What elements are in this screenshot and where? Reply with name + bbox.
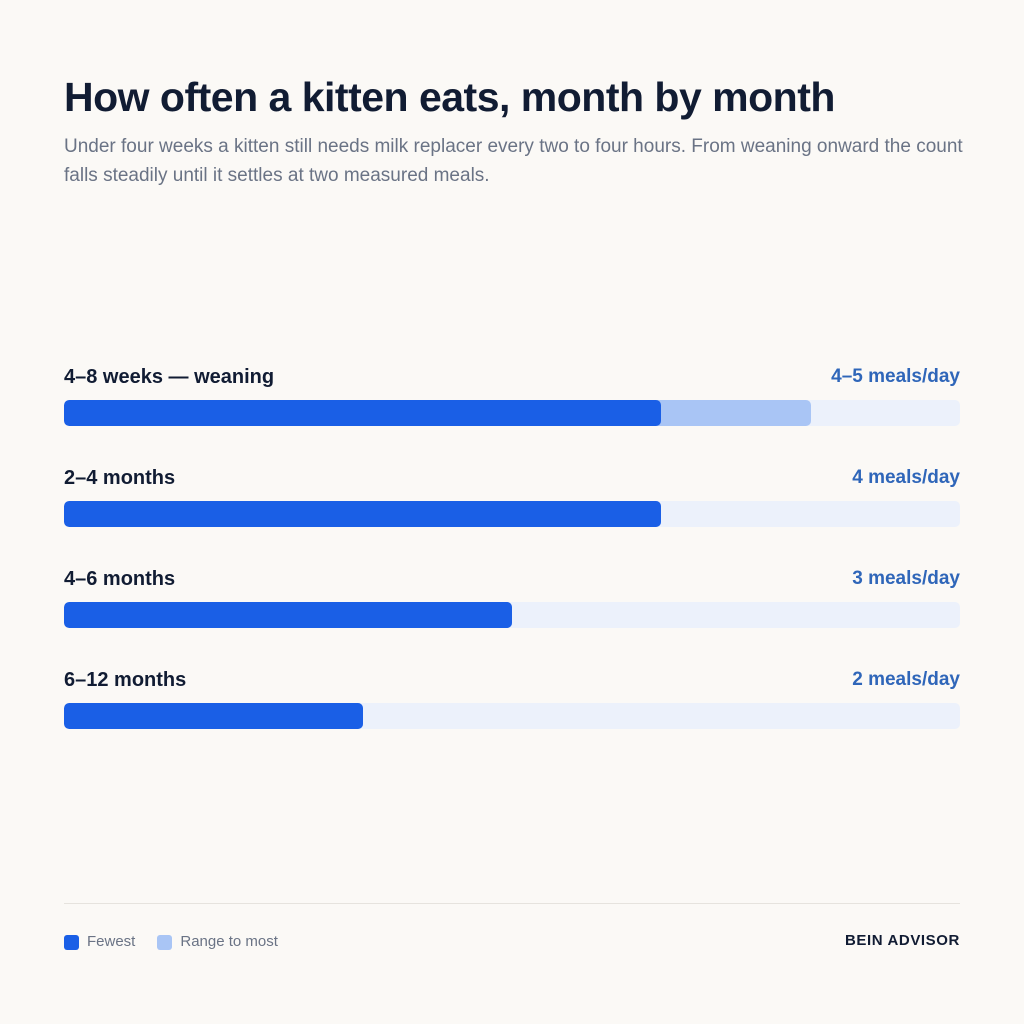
legend-label-range: Range to most — [180, 933, 278, 950]
footer-divider — [64, 903, 960, 904]
bar-row: 4–8 weeks — weaning 4–5 meals/day — [64, 363, 960, 464]
chart-title: How often a kitten eats, month by month — [64, 74, 835, 120]
value-label: 2 meals/day — [852, 669, 960, 690]
value-label: 4 meals/day — [852, 467, 960, 488]
chart-subtitle: Under four weeks a kitten still needs mi… — [64, 136, 963, 186]
bar-row: 4–6 months 3 meals/day — [64, 565, 960, 666]
bar-fewest — [64, 703, 363, 729]
legend-label-fewest: Fewest — [87, 933, 136, 950]
bar-row: 6–12 months 2 meals/day — [64, 666, 960, 767]
category-label: 4–6 months — [64, 568, 176, 590]
brand-logo-text: BEIN ADVISOR — [845, 932, 960, 949]
category-label: 2–4 months — [64, 467, 176, 489]
legend-swatch-fewest — [64, 934, 79, 950]
legend-item-range: Range to most — [157, 932, 278, 952]
bar-fewest — [64, 400, 662, 426]
bar-track — [64, 602, 960, 628]
bar-chart: 4–8 weeks — weaning 4–5 meals/day 2–4 mont… — [64, 363, 960, 767]
bar-track — [64, 400, 960, 426]
bar-fewest — [64, 602, 512, 628]
value-label: 4–5 meals/day — [831, 366, 960, 387]
value-label: 3 meals/day — [852, 568, 960, 589]
legend-item-fewest: Fewest — [64, 932, 135, 952]
legend-swatch-range — [157, 934, 173, 950]
bar-track — [64, 703, 960, 729]
legend: Fewest Range to most — [64, 932, 300, 952]
bar-row: 2–4 months 4 meals/day — [64, 464, 960, 565]
category-label: 4–8 weeks — weaning — [64, 366, 275, 388]
bar-track — [64, 501, 960, 527]
category-label: 6–12 months — [64, 669, 187, 691]
bar-fewest — [64, 501, 662, 527]
